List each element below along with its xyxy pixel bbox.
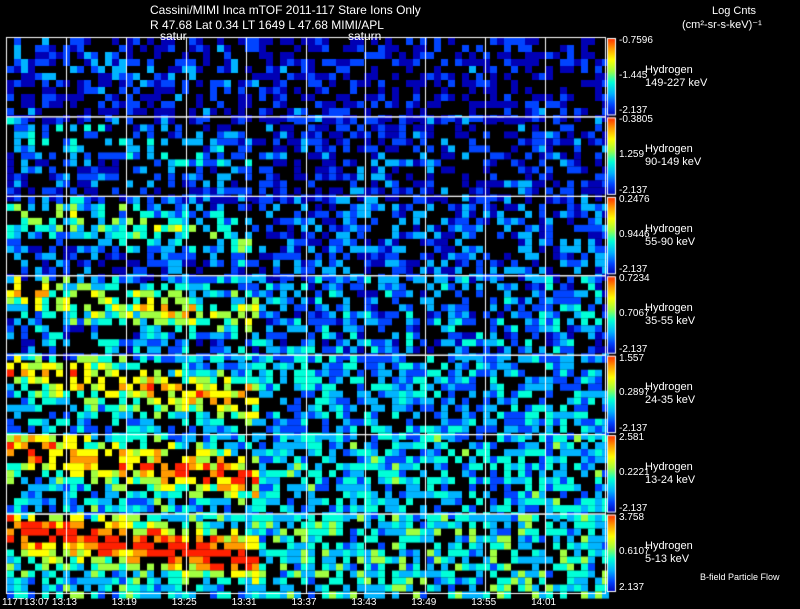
colorbar-max-label: 0.2476: [619, 193, 650, 205]
energy-label: 149-227 keV: [645, 76, 708, 89]
panel-label: Hydrogen 149-227 keV: [645, 64, 707, 90]
x-tick-label: 13:49: [411, 597, 437, 608]
colorbar-max-label: 2.581: [619, 432, 645, 444]
energy-label: 55-90 keV: [645, 235, 696, 248]
energy-label: 90-149 keV: [645, 156, 702, 169]
panel-label: Hydrogen 55-90 keV: [645, 223, 695, 249]
energy-label: 35-55 keV: [645, 315, 696, 327]
panel-label: Hydrogen 24-35 keV: [645, 381, 695, 407]
colorbar-mid-label: 0.7067: [619, 308, 650, 319]
colorbar-max-label: 0.7234: [619, 273, 650, 285]
species-label: Hydrogen: [645, 143, 693, 156]
colorbar-min-label: -2.137: [619, 105, 648, 117]
colorbar-mid-label: 1.259: [619, 149, 645, 161]
energy-label: 5-13 keV: [645, 553, 690, 566]
species-label: Hydrogen: [645, 222, 693, 235]
species-label: Hydrogen: [645, 63, 693, 76]
units-label: Log Cnts: [712, 5, 757, 17]
colorbar-min-label: -2.137: [619, 502, 648, 514]
colorbar-min-label: 2.137: [619, 582, 645, 593]
colorbar-min-label: -2.137: [619, 184, 648, 196]
species-label: Hydrogen: [645, 460, 693, 473]
colorbar-max-label: -0.3805: [619, 114, 653, 126]
colorbar-min-label: -2.137: [619, 423, 648, 435]
x-tick-label: 14:01: [531, 597, 557, 608]
panel-label: Hydrogen 35-55 keV: [645, 302, 695, 328]
x-tick-label: 13:43: [351, 597, 377, 608]
footer-note: B-field Particle Flow: [700, 572, 780, 582]
colorbar-min-label: -2.137: [619, 343, 648, 355]
x-tick-label: 13:13: [51, 597, 77, 608]
saturn-label-right: saturn: [348, 29, 382, 43]
colorbar-max-label: 1.557: [619, 352, 645, 364]
chart-title: Cassini/MIMI Inca mTOF 2011-117 Stare Io…: [150, 3, 421, 17]
x-tick-label: 13:37: [291, 597, 317, 608]
panel-label: Hydrogen 5-13 keV: [645, 540, 693, 566]
species-label: Hydrogen: [645, 302, 693, 314]
energy-label: 13-24 keV: [645, 473, 696, 486]
species-label: Hydrogen: [645, 381, 693, 394]
saturn-label-left: satur: [160, 29, 187, 43]
x-tick-label: 13:55: [471, 597, 497, 608]
colorbar-mid-label: 0.2897: [619, 387, 650, 399]
panel-label: Hydrogen 13-24 keV: [645, 461, 695, 487]
x-tick-label: 13:25: [171, 597, 197, 608]
species-label: Hydrogen: [645, 540, 693, 553]
energy-label: 24-35 keV: [645, 394, 696, 407]
units-sub-label: (cm²-sr-s-keV)⁻¹: [682, 19, 762, 31]
x-tick-label: 13:19: [111, 597, 137, 608]
colorbar-mid-label: 0.6107: [619, 546, 650, 558]
colorbar-mid-label: 0.9446: [619, 228, 650, 240]
colorbar-min-label: -2.137: [619, 264, 648, 276]
x-tick-label: 13:31: [231, 597, 257, 608]
colorbar-mid-label: 0.2221: [619, 466, 650, 478]
colorbar-max-label: 3.758: [619, 511, 645, 523]
colorbar-max-label: -0.7596: [619, 35, 653, 46]
panel-label: Hydrogen 90-149 keV: [645, 143, 701, 169]
chart-subtitle: R 47.68 Lat 0.34 LT 1649 L 47.68 MIMI/AP…: [150, 18, 384, 32]
colorbar-mid-label: -1.445: [619, 69, 648, 81]
x-tick-label: 117T13:07: [2, 597, 50, 608]
